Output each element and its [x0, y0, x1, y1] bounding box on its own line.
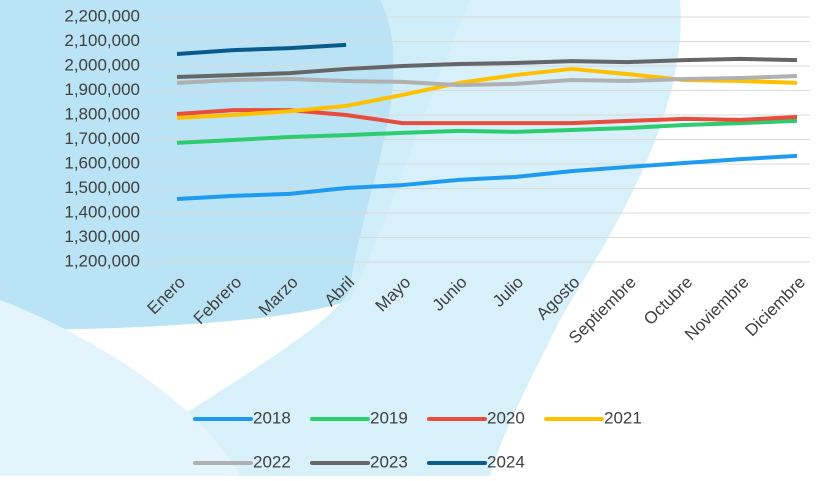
legend-label: 2024: [487, 452, 525, 471]
y-tick-label: 1,800,000: [64, 104, 140, 123]
y-tick-label: 1,600,000: [64, 153, 140, 172]
x-tick-label: Octubre: [640, 273, 696, 329]
y-tick-label: 1,400,000: [64, 202, 140, 221]
legend-label: 2020: [487, 408, 525, 427]
y-tick-label: 1,500,000: [64, 178, 140, 197]
y-tick-label: 1,700,000: [64, 129, 140, 148]
y-tick-label: 2,200,000: [64, 6, 140, 25]
legend-label: 2019: [370, 408, 408, 427]
y-tick-label: 1,200,000: [64, 251, 140, 270]
y-tick-label: 1,900,000: [64, 80, 140, 99]
legend-label: 2018: [253, 408, 291, 427]
y-tick-label: 1,300,000: [64, 227, 140, 246]
x-tick-label: Diciembre: [741, 273, 809, 341]
chart: 1,200,000 1,300,000 1,400,000 1,500,000 1,60…: [0, 0, 823, 476]
legend-label: 2022: [253, 452, 291, 471]
legend-label: 2023: [370, 452, 408, 471]
y-tick-label: 2,000,000: [64, 55, 140, 74]
legend-label: 2021: [604, 408, 642, 427]
y-tick-label: 2,100,000: [64, 31, 140, 50]
